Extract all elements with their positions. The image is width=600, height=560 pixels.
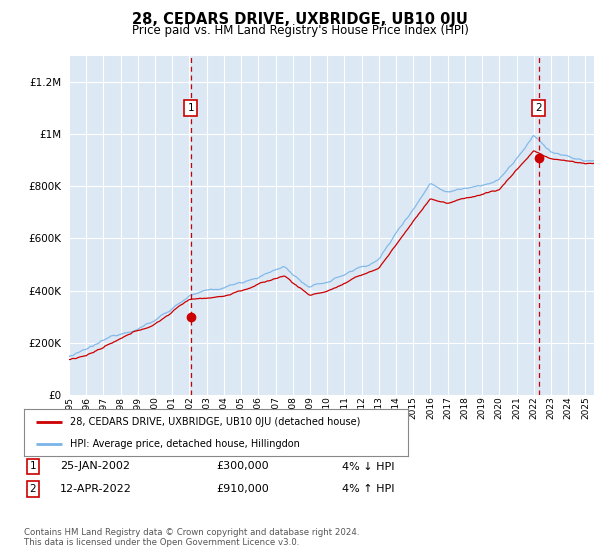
Text: 2: 2	[29, 484, 37, 494]
Text: Price paid vs. HM Land Registry's House Price Index (HPI): Price paid vs. HM Land Registry's House …	[131, 24, 469, 37]
Text: HPI: Average price, detached house, Hillingdon: HPI: Average price, detached house, Hill…	[70, 438, 300, 449]
Text: 1: 1	[187, 103, 194, 113]
Text: 4% ↑ HPI: 4% ↑ HPI	[342, 484, 395, 494]
Text: £910,000: £910,000	[216, 484, 269, 494]
Text: 28, CEDARS DRIVE, UXBRIDGE, UB10 0JU (detached house): 28, CEDARS DRIVE, UXBRIDGE, UB10 0JU (de…	[70, 417, 361, 427]
Text: 12-APR-2022: 12-APR-2022	[60, 484, 132, 494]
Text: 25-JAN-2002: 25-JAN-2002	[60, 461, 130, 472]
Text: 28, CEDARS DRIVE, UXBRIDGE, UB10 0JU: 28, CEDARS DRIVE, UXBRIDGE, UB10 0JU	[132, 12, 468, 27]
Text: Contains HM Land Registry data © Crown copyright and database right 2024.
This d: Contains HM Land Registry data © Crown c…	[24, 528, 359, 547]
Text: 1: 1	[29, 461, 37, 472]
Text: £300,000: £300,000	[216, 461, 269, 472]
Text: 2: 2	[535, 103, 542, 113]
Text: 4% ↓ HPI: 4% ↓ HPI	[342, 461, 395, 472]
